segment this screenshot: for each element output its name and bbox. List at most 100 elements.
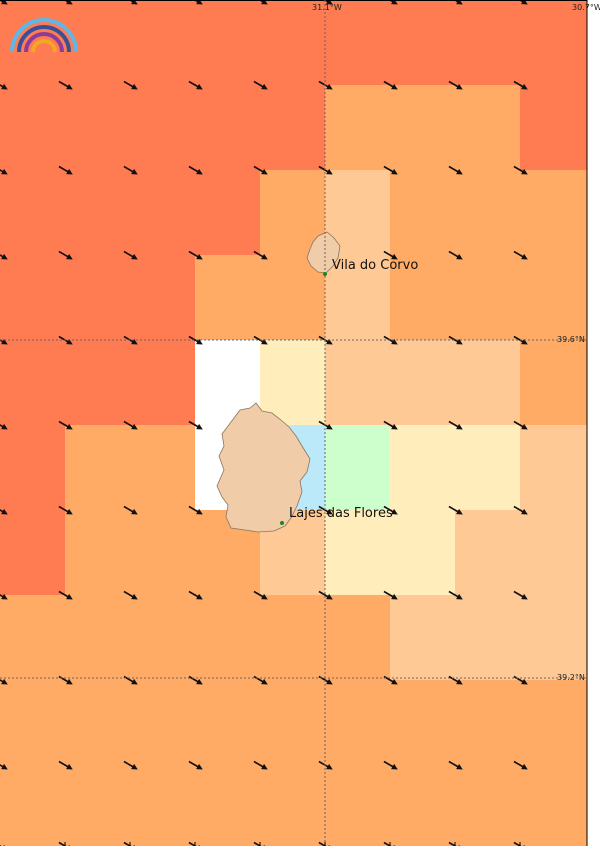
- grid-cell: [325, 340, 391, 426]
- wind-arrow: [253, 0, 268, 5]
- wind-arrow: [513, 505, 528, 515]
- grid-cell: [65, 595, 131, 681]
- grid-cell: [0, 680, 66, 766]
- wind-arrow: [123, 420, 138, 430]
- grid-cell: [325, 85, 391, 171]
- grid-cell: [65, 765, 131, 846]
- lajes-das-flores-marker: [280, 521, 284, 525]
- grid-cell: [520, 765, 588, 846]
- wind-arrow: [123, 80, 138, 90]
- grid-cell: [65, 85, 131, 171]
- wind-arrow: [0, 590, 8, 600]
- grid-cell: [65, 510, 131, 596]
- wind-arrow: [383, 165, 398, 175]
- wind-arrow: [188, 335, 203, 345]
- grid-cell: [520, 595, 588, 681]
- wind-arrow: [448, 505, 463, 515]
- grid-cell: [130, 340, 196, 426]
- grid-cell: [455, 170, 521, 256]
- wind-arrow: [58, 505, 73, 515]
- wind-arrow: [253, 250, 268, 260]
- wind-arrow: [513, 250, 528, 260]
- grid-cell: [0, 510, 66, 596]
- grid-cell: [0, 255, 66, 341]
- wind-arrow: [58, 165, 73, 175]
- grid-cell: [390, 85, 456, 171]
- wind-arrow: [0, 0, 8, 5]
- grid-cell: [130, 680, 196, 766]
- wind-arrow: [448, 760, 463, 770]
- grid-cell: [260, 680, 326, 766]
- wind-arrow: [253, 675, 268, 685]
- vila-do-corvo-label: Vila do Corvo: [332, 258, 418, 273]
- wind-arrow: [448, 675, 463, 685]
- grid-cell: [0, 765, 66, 846]
- wind-arrow: [188, 675, 203, 685]
- vila-do-corvo-marker: [323, 272, 327, 276]
- wind-arrow: [383, 420, 398, 430]
- grid-cell: [520, 425, 588, 511]
- grid-cell: [130, 0, 196, 86]
- wind-arrow: [448, 0, 463, 5]
- grid-cell: [325, 425, 391, 511]
- wind-arrow: [58, 420, 73, 430]
- wind-arrows: [0, 0, 528, 846]
- wind-arrow: [448, 80, 463, 90]
- wind-arrow: [188, 0, 203, 5]
- grid-cell: [325, 595, 391, 681]
- grid-cell: [260, 595, 326, 681]
- wind-arrow: [188, 760, 203, 770]
- wind-arrow: [123, 165, 138, 175]
- wind-arrow: [383, 250, 398, 260]
- wind-arrow: [513, 80, 528, 90]
- wind-arrow: [253, 335, 268, 345]
- grid-cell: [325, 680, 391, 766]
- grid-cell: [455, 765, 521, 846]
- grid-cell: [390, 170, 456, 256]
- lat-label-39-6n: 39.6°N: [557, 335, 585, 344]
- grid-cell: [195, 595, 261, 681]
- grid-cell: [520, 85, 588, 171]
- wind-arrow: [383, 80, 398, 90]
- grid-cell: [130, 510, 196, 596]
- wind-arrow: [513, 760, 528, 770]
- wind-arrow: [383, 0, 398, 5]
- flores-island: [216, 402, 311, 533]
- wind-arrow: [123, 760, 138, 770]
- wind-arrow: [58, 80, 73, 90]
- wind-arrow: [383, 590, 398, 600]
- grid-cell: [260, 340, 326, 426]
- grid-cell: [130, 255, 196, 341]
- wind-arrow: [0, 675, 8, 685]
- wind-arrow: [0, 420, 8, 430]
- grid-cell: [65, 170, 131, 256]
- grid-cell: [260, 0, 326, 86]
- grid-cell: [455, 0, 521, 86]
- wind-arrow: [513, 165, 528, 175]
- wind-arrow: [318, 590, 333, 600]
- grid-cell: [260, 765, 326, 846]
- wind-arrow: [188, 80, 203, 90]
- wind-arrow: [253, 590, 268, 600]
- wind-arrow: [513, 420, 528, 430]
- grid-cell: [390, 595, 456, 681]
- wind-arrow: [448, 420, 463, 430]
- grid-cell: [455, 85, 521, 171]
- rainbow-logo-icon: [10, 18, 78, 53]
- grid-cell: [455, 340, 521, 426]
- lon-label-30-7w: 30.7°W: [572, 3, 600, 12]
- grid-cell: [520, 170, 588, 256]
- grid-cell: [455, 425, 521, 511]
- grid-cell: [455, 680, 521, 766]
- wind-arrow: [513, 335, 528, 345]
- wind-arrow: [0, 760, 8, 770]
- grid-cell: [390, 510, 456, 596]
- grid-cell: [455, 595, 521, 681]
- grid-cell: [325, 765, 391, 846]
- wind-arrow: [0, 250, 8, 260]
- grid-cell: [130, 170, 196, 256]
- wind-arrow: [383, 760, 398, 770]
- wind-arrow: [123, 0, 138, 5]
- grid-cell: [520, 680, 588, 766]
- grid-cell: [520, 510, 588, 596]
